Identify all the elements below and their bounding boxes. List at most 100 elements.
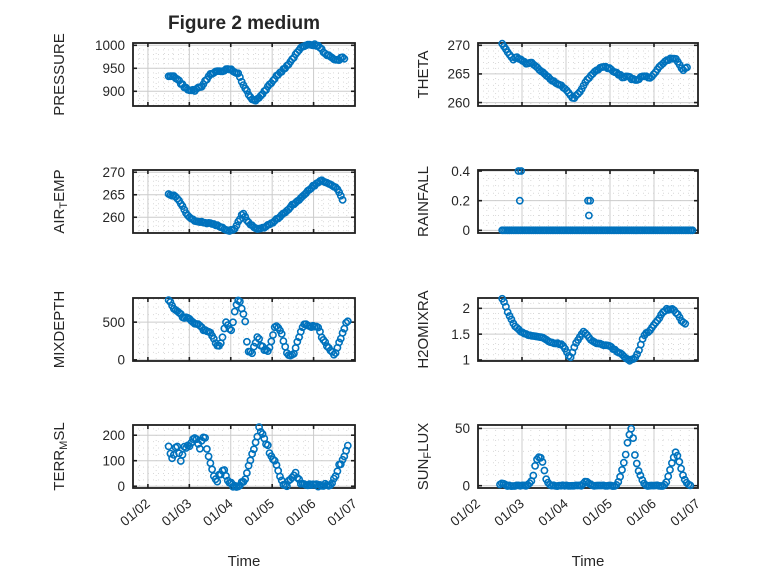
data-marker — [213, 477, 222, 486]
data-marker — [631, 451, 639, 459]
y-tick-label: 0.4 — [451, 164, 470, 179]
minor-grid — [478, 43, 698, 106]
y-tick-label: 0 — [117, 353, 125, 368]
axes-box — [132, 42, 356, 107]
data-marker — [688, 226, 697, 235]
data-marker — [333, 467, 342, 476]
data-marker — [329, 350, 338, 359]
data-marker — [632, 459, 641, 468]
series-markers — [164, 296, 352, 360]
x-tick-label: 01/02 — [447, 496, 483, 529]
data-marker — [540, 466, 549, 475]
axes-box — [132, 169, 356, 234]
data-marker — [679, 471, 687, 480]
data-marker — [164, 296, 173, 304]
y-tick-label: 260 — [447, 95, 470, 110]
data-marker — [293, 337, 302, 346]
plot-area — [478, 425, 698, 488]
x-tick-label: 01/07 — [667, 496, 703, 529]
data-marker — [336, 191, 345, 200]
data-marker — [314, 482, 323, 491]
data-marker — [235, 73, 244, 81]
data-marker — [514, 167, 523, 175]
axes-box — [477, 424, 699, 489]
y-tick-label: 100 — [102, 453, 125, 468]
data-marker — [634, 467, 643, 475]
x-axis-label: Time — [228, 553, 261, 570]
data-marker — [246, 347, 255, 356]
data-marker — [229, 318, 237, 327]
data-marker — [581, 329, 590, 338]
data-marker — [296, 327, 305, 336]
x-tick-label: 01/07 — [324, 496, 360, 529]
series-markers — [498, 294, 690, 365]
y-tick-label: 0 — [462, 478, 470, 493]
series-markers — [164, 40, 349, 105]
data-marker — [208, 465, 216, 474]
y-tick-label: 1000 — [95, 38, 125, 53]
y-axis-label: H2OMIXRA — [415, 290, 432, 368]
data-marker — [338, 328, 347, 337]
data-marker — [218, 333, 227, 342]
minor-grid — [478, 170, 698, 233]
tick-marks — [133, 298, 355, 361]
data-marker — [618, 465, 626, 474]
data-marker — [222, 471, 230, 480]
data-marker — [234, 69, 243, 78]
data-marker — [201, 433, 209, 442]
x-tick-label: 01/05 — [242, 496, 278, 529]
data-marker — [241, 317, 250, 326]
y-axis-label: THETA — [415, 50, 432, 98]
series-markers — [498, 167, 697, 235]
x-tick-label: 01/06 — [623, 496, 659, 529]
data-marker — [644, 328, 653, 336]
data-marker — [230, 307, 239, 316]
data-marker — [619, 458, 628, 467]
data-marker — [242, 469, 251, 477]
data-marker — [249, 445, 258, 454]
x-tick-label: 01/03 — [491, 496, 527, 529]
data-marker — [343, 441, 352, 450]
data-marker — [187, 438, 196, 447]
subplot-pressure: 900 950 1000 PRESSURE — [51, 33, 356, 116]
y-tick-label: 950 — [102, 61, 125, 76]
data-marker — [574, 90, 582, 98]
data-marker — [585, 211, 593, 220]
data-marker — [270, 456, 279, 465]
data-marker — [276, 472, 284, 481]
data-marker — [232, 221, 241, 230]
minor-grid — [478, 425, 698, 488]
tick-marks — [478, 298, 698, 361]
data-marker — [253, 333, 262, 341]
data-marker — [557, 340, 566, 348]
data-marker — [681, 319, 690, 328]
y-axis-label: TERRMSL — [51, 422, 70, 490]
x-tick-label: 01/02 — [117, 496, 153, 529]
data-marker — [338, 53, 347, 62]
subplot-rainfall: 0 0.2 0.4 RAINFALL — [415, 164, 699, 238]
data-marker — [248, 449, 256, 458]
data-marker — [202, 445, 211, 453]
data-marker — [683, 63, 691, 72]
data-marker — [164, 442, 173, 451]
y-tick-label: 200 — [102, 428, 125, 443]
data-marker — [269, 331, 277, 339]
data-marker — [627, 424, 636, 433]
x-tick-label: 01/05 — [579, 496, 615, 529]
data-marker — [343, 317, 352, 326]
data-marker — [239, 310, 248, 318]
y-tick-label: 1.5 — [451, 327, 470, 342]
data-marker — [173, 442, 182, 451]
y-tick-label: 260 — [102, 210, 125, 225]
data-marker — [173, 194, 182, 203]
data-marker — [288, 55, 296, 64]
data-marker — [633, 350, 641, 359]
data-marker — [570, 343, 579, 352]
minor-grid — [133, 170, 355, 233]
data-marker — [277, 329, 286, 338]
y-axis-label: MIXDEPTH — [51, 291, 68, 369]
data-marker — [616, 472, 624, 481]
data-marker — [242, 86, 251, 95]
data-marker — [338, 195, 347, 204]
y-tick-label: 0.2 — [451, 193, 470, 208]
